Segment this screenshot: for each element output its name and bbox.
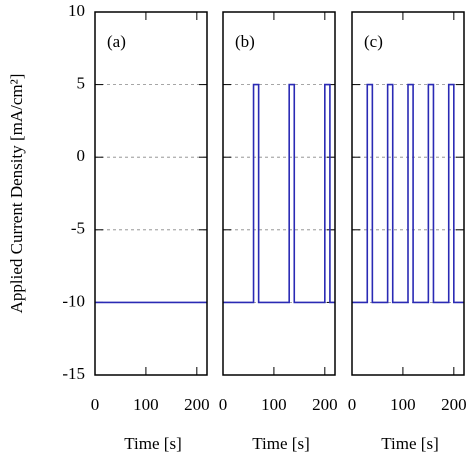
x-tick-label: 200 [184,395,210,414]
plot-frame [222,11,336,376]
x-axis-label: Time [s] [124,434,181,453]
y-tick-label: -15 [62,364,85,383]
y-tick-label: -10 [62,291,85,310]
y-tick-label: 10 [68,1,85,20]
panel-label: (a) [107,32,126,51]
plot-frame [351,11,465,376]
panel-label: (b) [235,32,255,51]
x-tick-label: 0 [348,395,357,414]
x-tick-label: 0 [91,395,100,414]
x-tick-label: 0 [219,395,228,414]
data-line [223,83,335,304]
x-tick-label: 100 [390,395,416,414]
data-line [352,83,464,304]
y-axis-label: Applied Current Density [mA/cm²] [7,74,26,314]
x-tick-label: 200 [312,395,338,414]
y-tick-label: 0 [77,146,86,165]
y-tick-label: 5 [77,74,86,93]
plot-frame [94,11,208,376]
x-tick-label: 200 [441,395,467,414]
y-tick-label: -5 [71,219,85,238]
panel-label: (c) [364,32,383,51]
x-tick-label: 100 [133,395,159,414]
x-axis-label: Time [s] [252,434,309,453]
x-tick-label: 100 [261,395,287,414]
x-axis-label: Time [s] [381,434,438,453]
